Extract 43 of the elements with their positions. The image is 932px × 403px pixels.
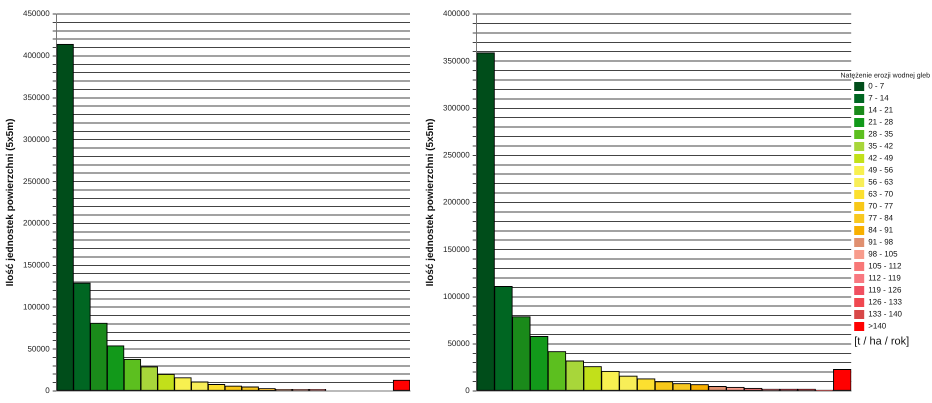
legend-label: 70 - 77 [868, 202, 894, 211]
y-tick-label: 400000 [442, 9, 470, 18]
y-tick-label: 0 [45, 386, 50, 396]
legend-label: 98 - 105 [868, 250, 898, 259]
y-axis-title: Ilość jednostek powierzchni (5x5m) [424, 118, 436, 286]
legend-label: 42 - 49 [868, 154, 894, 163]
legend-label: 49 - 56 [868, 166, 894, 175]
y-tick-label: 150000 [442, 244, 470, 254]
legend-label: 105 - 112 [868, 262, 902, 271]
y-tick-label: 300000 [22, 134, 50, 144]
y-tick-label: 50000 [27, 344, 50, 354]
y-tick-label: 250000 [22, 176, 50, 186]
legend-label: 112 - 119 [868, 274, 902, 283]
y-tick-label: 350000 [442, 56, 470, 66]
legend-label: 28 - 35 [868, 130, 894, 139]
legend-label: 21 - 28 [868, 118, 894, 127]
y-tick-label: 150000 [22, 260, 50, 270]
y-tick-label: 100000 [22, 302, 50, 312]
text: [t / ha / rok] [854, 336, 910, 348]
legend-label: 133 - 140 [868, 310, 903, 319]
legend-label: >140 [868, 322, 887, 331]
legend-label: 119 - 126 [868, 286, 902, 295]
legend-label: 14 - 21 [868, 106, 894, 115]
legend-label: 77 - 84 [868, 214, 894, 223]
y-tick-label: 300000 [442, 103, 470, 112]
y-tick-label: 400000 [22, 51, 50, 60]
y-axis-title: Ilość jednostek powierzchni (5x5m) [4, 118, 16, 286]
y-tick-label: 450000 [22, 9, 50, 18]
y-tick-label: 0 [465, 386, 470, 396]
y-tick-label: 250000 [442, 150, 470, 160]
legend-label: 7 - 14 [868, 94, 890, 103]
legend-label: 63 - 70 [868, 190, 894, 199]
y-tick-label: 350000 [22, 92, 50, 102]
legend-label: 91 - 98 [868, 238, 894, 247]
legend-label: 84 - 91 [868, 226, 894, 235]
y-tick-label: 100000 [442, 292, 470, 301]
legend-label: 126 - 133 [868, 298, 903, 307]
legend-label: 0 - 7 [868, 82, 885, 91]
y-tick-label: 200000 [22, 218, 50, 228]
y-tick-label: 50000 [447, 339, 470, 348]
legend-label: 56 - 63 [868, 178, 894, 187]
y-tick-label: 200000 [442, 198, 470, 207]
legend-label: 35 - 42 [868, 142, 894, 151]
